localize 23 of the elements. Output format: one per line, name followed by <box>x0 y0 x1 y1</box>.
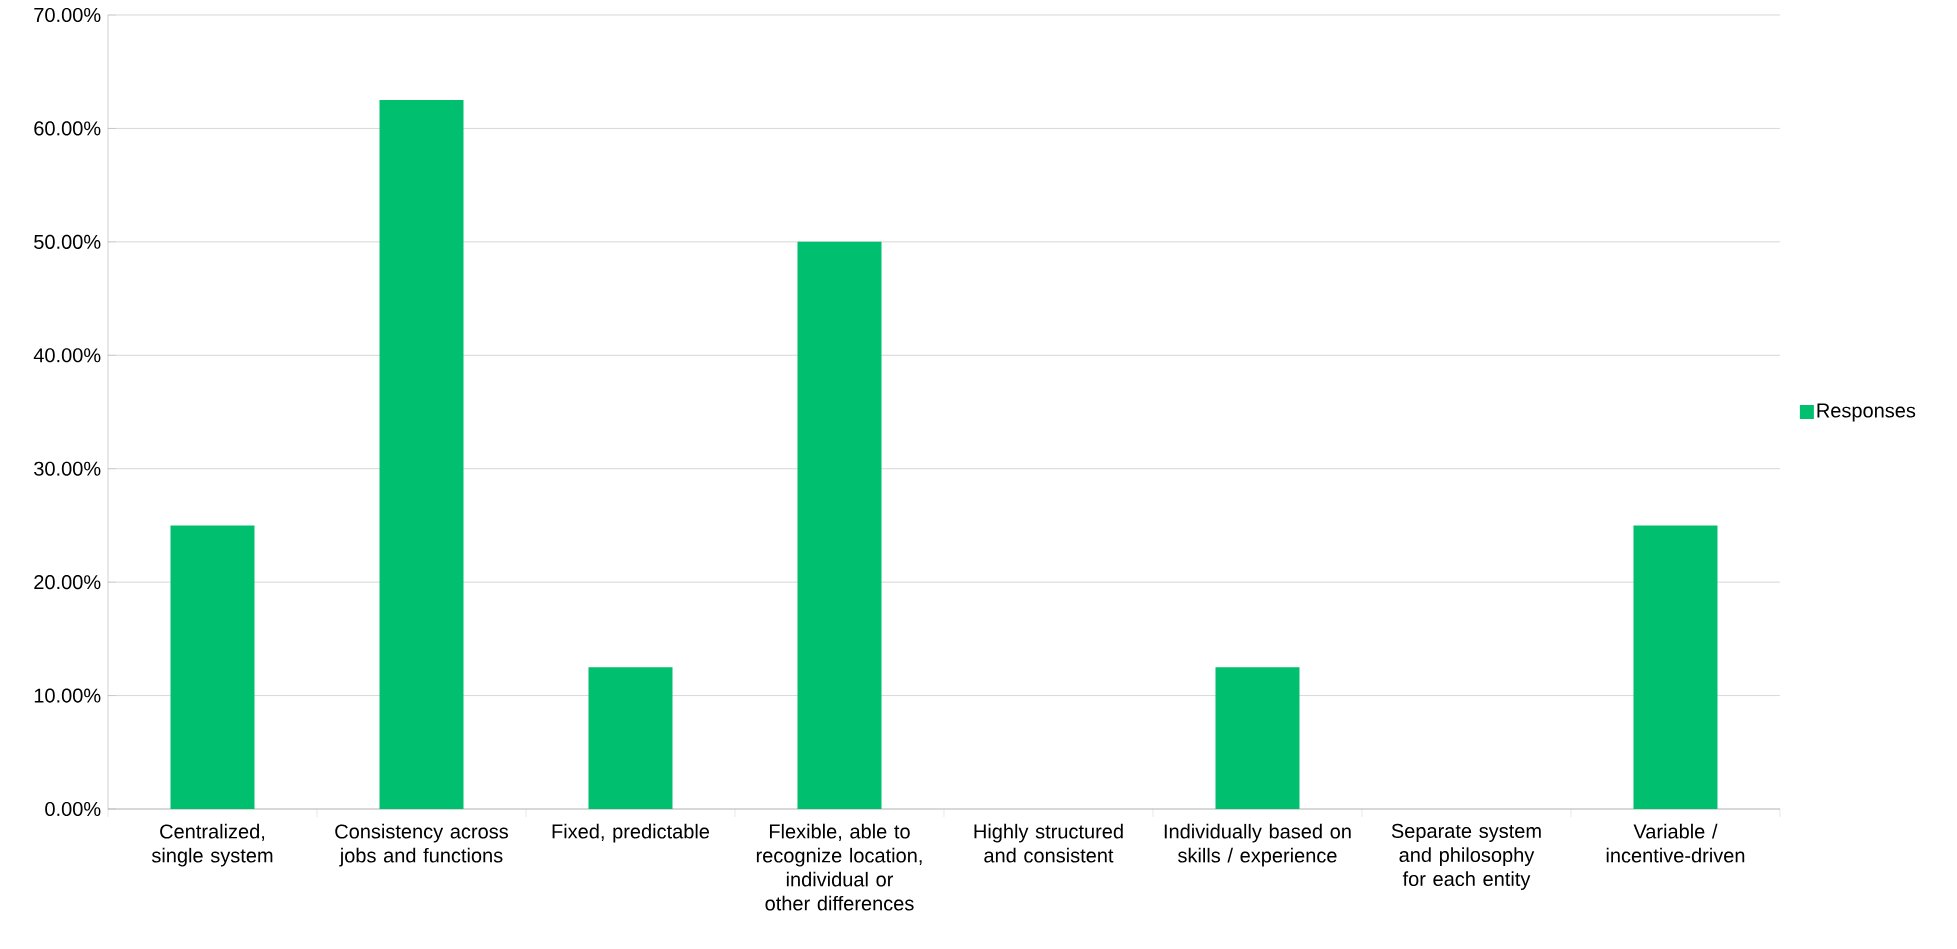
x-tick-label: Centralized, single system <box>151 823 273 867</box>
x-tick-label: Highly structured and consistent <box>974 823 1123 863</box>
y-tick-label: 20.00% <box>34 575 101 590</box>
y-tick-label: 50.00% <box>34 234 101 249</box>
bar <box>797 241 882 809</box>
x-tick-label: Consistency across jobs and functions <box>335 823 508 867</box>
bar <box>1633 525 1718 809</box>
y-tick-label: 70.00% <box>34 7 101 23</box>
x-tick-label: Variable / incentive-driven <box>1606 823 1745 863</box>
x-tick-label: Individually based on skills / experience <box>1164 823 1351 867</box>
bar <box>588 667 673 809</box>
x-tick-label: Separate system and philosophy for each entity <box>1391 823 1541 890</box>
y-tick-label: 30.00% <box>34 461 101 476</box>
bar <box>379 100 464 809</box>
y-tick-label: 40.00% <box>33 348 101 363</box>
x-tick-label: Flexible, able to recognize location, individual or other differences <box>756 823 922 911</box>
x-tick-label: Fixed, predictable <box>552 823 710 843</box>
y-tick-label: 10.00% <box>34 688 101 703</box>
y-tick-label: 60.00% <box>34 121 101 136</box>
bar <box>170 525 255 809</box>
y-tick-label: 0.00% <box>45 801 101 817</box>
legend-label: Responses <box>1817 403 1916 422</box>
bar <box>1215 667 1300 809</box>
